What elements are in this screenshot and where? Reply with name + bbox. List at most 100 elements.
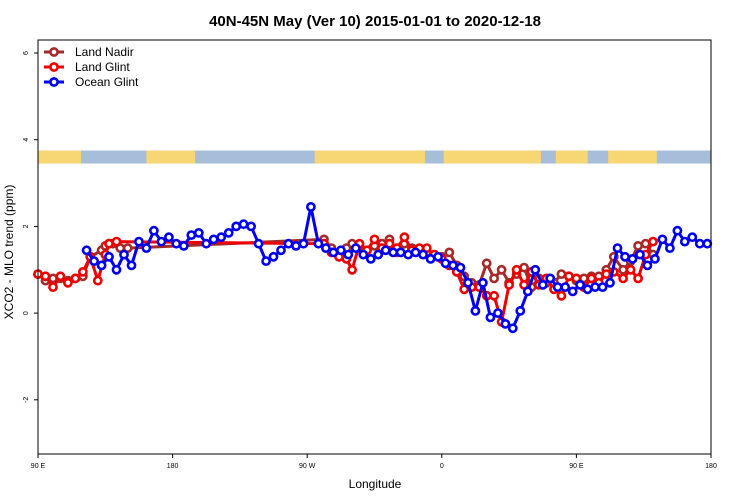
ocean-glint-point	[291, 240, 301, 251]
ocean-glint-point	[679, 236, 690, 247]
ocean-glint-point	[433, 251, 443, 262]
ocean-glint-point	[178, 240, 189, 251]
land-glint-point	[556, 290, 567, 301]
land-glint-point	[55, 271, 66, 282]
ocean-glint-point	[560, 282, 571, 292]
ocean-glint-point	[119, 249, 129, 260]
land-glint-point	[648, 236, 658, 247]
ocean-glint-point	[522, 286, 533, 297]
land-segment	[443, 150, 541, 164]
land-nadir-point	[618, 264, 628, 275]
ocean-glint-line	[85, 205, 708, 330]
land-nadir-point	[519, 262, 529, 273]
ocean-glint-point	[193, 227, 204, 238]
axes: 90 E 180 90 W 0 90 E 180 -2 0 2 4 6	[23, 39, 717, 470]
ocean-glint-point	[567, 286, 578, 297]
x-axis-label: Longitude	[349, 477, 402, 491]
ocean-glint-point	[552, 282, 563, 292]
land-glint-point	[586, 273, 597, 284]
ocean-glint-point	[335, 245, 346, 256]
ocean-glint-point	[328, 247, 339, 258]
land-glint-point	[111, 236, 122, 247]
ocean-glint-point	[283, 238, 294, 249]
legend-land-glint-marker	[49, 62, 59, 72]
ocean-glint-point	[687, 232, 698, 243]
ocean-glint-point	[141, 243, 152, 253]
ocean-glint-point	[163, 232, 174, 243]
ocean-glint-point	[201, 238, 212, 249]
ocean-glint-point	[298, 238, 309, 249]
ocean-glint-point	[650, 253, 660, 264]
land-nadir-point	[489, 273, 499, 284]
x-tick-label: 0	[440, 463, 444, 470]
land-glint-point	[347, 264, 357, 275]
land-segment	[314, 150, 425, 164]
ocean-glint-point	[373, 249, 384, 260]
ocean-glint-point	[477, 277, 488, 288]
ocean-glint-point	[545, 273, 556, 284]
land-glint-point	[48, 282, 58, 292]
land-segment	[608, 150, 657, 164]
land-segment	[555, 150, 588, 164]
ocean-glint-point	[418, 249, 428, 260]
ocean-glint-point	[425, 253, 436, 264]
land-glint-point	[78, 266, 88, 277]
ocean-glint-point	[672, 225, 683, 236]
land-nadir-point	[444, 247, 455, 258]
ocean-glint-point	[395, 247, 406, 258]
ocean-glint-point	[448, 260, 458, 271]
land-glint-point	[104, 238, 114, 249]
land-glint-point	[489, 290, 499, 301]
land-glint-point	[92, 275, 103, 286]
legend-land-glint-label: Land Glint	[75, 60, 130, 74]
ocean-glint-point	[620, 251, 630, 262]
x-tick-label: 90 E	[31, 463, 46, 470]
ocean-glint-point	[246, 221, 256, 232]
land-glint-point	[63, 277, 73, 288]
legend-ocean-glint-marker	[49, 77, 59, 87]
x-tick-label: 180	[167, 463, 179, 470]
ocean-glint-point	[104, 251, 114, 262]
ocean-glint-point	[81, 245, 92, 256]
ocean-glint-point	[350, 243, 361, 253]
ocean-glint-point	[665, 243, 675, 253]
ocean-glint-point	[126, 260, 137, 271]
ocean-glint-point	[455, 262, 466, 273]
series-layer	[33, 201, 713, 334]
land-nadir-point	[496, 264, 507, 275]
ocean-glint-point	[96, 260, 107, 271]
y-tick-label: 6	[23, 51, 30, 55]
ocean-glint-point	[485, 312, 496, 323]
ocean-glint-point	[702, 238, 713, 249]
ocean-glint-point	[575, 279, 585, 290]
land-glint-point	[40, 271, 51, 282]
ocean-glint-point	[470, 305, 481, 316]
ocean-glint-point	[133, 236, 144, 247]
ocean-glint-point	[492, 308, 503, 318]
ocean-glint-point	[156, 236, 167, 247]
ocean-glint-point	[597, 282, 608, 292]
ocean-glint-point	[507, 323, 518, 334]
x-tick-label: 90 W	[299, 463, 316, 470]
ocean-glint-point	[388, 247, 399, 258]
x-tick-label: 90 E	[569, 463, 584, 470]
y-tick-label: 4	[23, 138, 30, 142]
x-tick-label: 180	[705, 463, 717, 470]
ocean-glint-point	[320, 243, 331, 253]
land-nadir-point	[556, 269, 567, 279]
ocean-glint-point	[89, 256, 99, 266]
ocean-glint-point	[612, 243, 623, 253]
ocean-glint-point	[694, 238, 705, 249]
land-glint-point	[70, 273, 81, 284]
ocean-glint-point	[261, 256, 271, 266]
land-glint-point	[564, 271, 574, 282]
ocean-glint-point	[253, 238, 264, 249]
ocean-glint-point	[642, 260, 653, 271]
land-glint-point	[511, 264, 522, 275]
ocean-glint-point	[515, 305, 526, 316]
ocean-glint-point	[238, 219, 249, 230]
ocean-glint-point	[171, 238, 182, 249]
y-tick-label: 2	[23, 224, 30, 228]
